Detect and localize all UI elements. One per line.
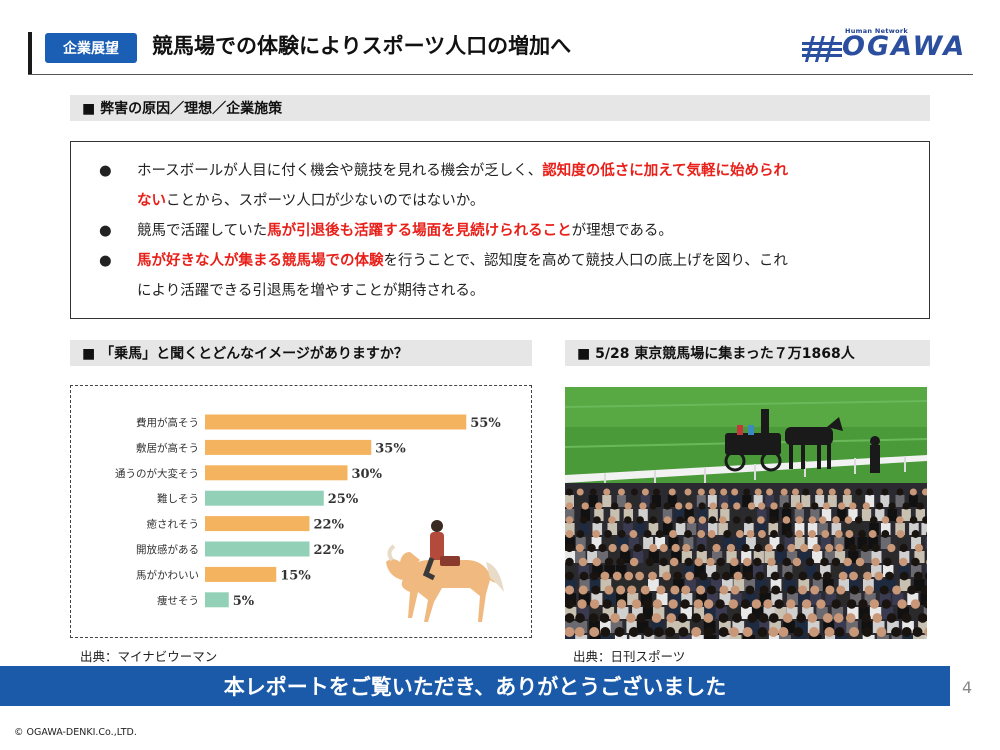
chart-value-label: 35% xyxy=(375,441,406,456)
bullet-highlight: ない xyxy=(137,193,166,209)
chart-bar xyxy=(205,439,372,455)
chart-bar xyxy=(205,465,348,481)
chart-category-label: 通うのが大変そう xyxy=(115,467,199,480)
crowd-figures xyxy=(565,488,927,639)
chart-value-label: 5% xyxy=(233,594,255,609)
survey-bar-chart: 費用が高そう 55% 敷居が高そう 35% 通うのが大変そう 30% 難しそう 25% 癒されそ… xyxy=(115,414,504,622)
horse-rider-illustration xyxy=(386,520,504,622)
bullet-dot: ● xyxy=(99,163,112,179)
chart-category-label: 癒されそう xyxy=(147,518,200,531)
company-logo xyxy=(800,28,975,68)
bullet-highlight: 認知度の低さに加えて気軽に始められ xyxy=(542,163,789,179)
page-title: 競馬場での体験によりスポーツ人口の増加へ xyxy=(152,34,572,58)
chart-value-label: 55% xyxy=(470,416,501,431)
chart-category-label: 痩せそう xyxy=(157,594,199,607)
logo-tagline: Human Network xyxy=(845,27,908,35)
bullet-dot: ● xyxy=(99,253,112,269)
section-label-survey: ■ 「乗馬」と聞くとどんなイメージがありますか？ xyxy=(70,340,532,366)
chart-source: 出典：マイナビウーマン xyxy=(80,649,218,664)
chart-bar xyxy=(205,541,310,557)
bullet-text: ホースボールが人目に付く機会や競技を見れる機会が乏しく、 xyxy=(137,163,543,179)
thank-you-banner: 本レポートをご覧いただき、ありがとうございました xyxy=(0,666,950,706)
header-divider xyxy=(28,74,973,75)
bullet-text: により活躍できる引退馬を増やすことが期待される。 xyxy=(137,283,485,299)
bullet-text: ことから、スポーツ人口が少ないのではないか。 xyxy=(166,193,485,209)
header-accent-bar xyxy=(28,32,32,74)
chart-value-label: 22% xyxy=(314,543,345,558)
bullet-dot: ● xyxy=(99,223,112,239)
photo-source: 出典：日刊スポーツ xyxy=(573,649,686,664)
chart-value-label: 30% xyxy=(352,467,383,482)
logo-wordmark: OGAWA xyxy=(842,31,967,62)
chart-category-label: 難しそう xyxy=(157,492,199,505)
logo-mark-icon xyxy=(802,36,842,62)
chart-value-label: 15% xyxy=(280,568,311,583)
bullet-text: を行うことで、認知度を高めて競技人口の底上げを図り、これ xyxy=(383,253,788,269)
chart-category-label: 敷居が高そう xyxy=(136,441,199,454)
racecourse-crowd-photo xyxy=(565,387,927,639)
bullet-text: 競馬で活躍していた xyxy=(137,223,268,239)
chart-value-label: 22% xyxy=(314,518,345,533)
chart-bar xyxy=(205,414,467,430)
bullet-text: が理想である。 xyxy=(571,223,673,239)
bullet-highlight: 馬が引退後も活躍する場面を見続けられること xyxy=(267,223,572,239)
chart-bar xyxy=(205,592,229,608)
page-number: 4 xyxy=(962,678,973,697)
chart-category-label: 開放感がある xyxy=(136,543,199,556)
crowd-photo-illustration xyxy=(565,387,927,639)
chart-category-label: 費用が高そう xyxy=(136,416,199,429)
bullet-item: ● ホースボールが人目に付く機会や競技を見れる機会が乏しく、認知度の低さに加えて… xyxy=(99,156,909,216)
section-label-racecourse: ■ 5/28 東京競馬場に集まった７万1868人 xyxy=(565,340,930,366)
copyright: © OGAWA-DENKI.Co.,LTD. xyxy=(14,727,137,738)
category-badge: 企業展望 xyxy=(45,33,137,63)
chart-frame xyxy=(70,385,532,638)
section-label-causes: ■ 弊害の原因／理想／企業施策 xyxy=(70,95,930,121)
bullet-list-box: ● ホースボールが人目に付く機会や競技を見れる機会が乏しく、認知度の低さに加えて… xyxy=(70,141,930,319)
chart-bar xyxy=(205,490,324,506)
chart-bar xyxy=(205,516,310,532)
bullet-item: ● 馬が好きな人が集まる競馬場での体験を行うことで、認知度を高めて競技人口の底上… xyxy=(99,246,909,306)
bullet-highlight: 馬が好きな人が集まる競馬場での体験 xyxy=(137,253,384,269)
bullet-item: ● 競馬で活躍していた馬が引退後も活躍する場面を見続けられることが理想である。 xyxy=(99,216,909,246)
chart-bar xyxy=(205,566,277,582)
chart-category-label: 馬がかわいい xyxy=(136,568,199,581)
chart-value-label: 25% xyxy=(328,492,359,507)
